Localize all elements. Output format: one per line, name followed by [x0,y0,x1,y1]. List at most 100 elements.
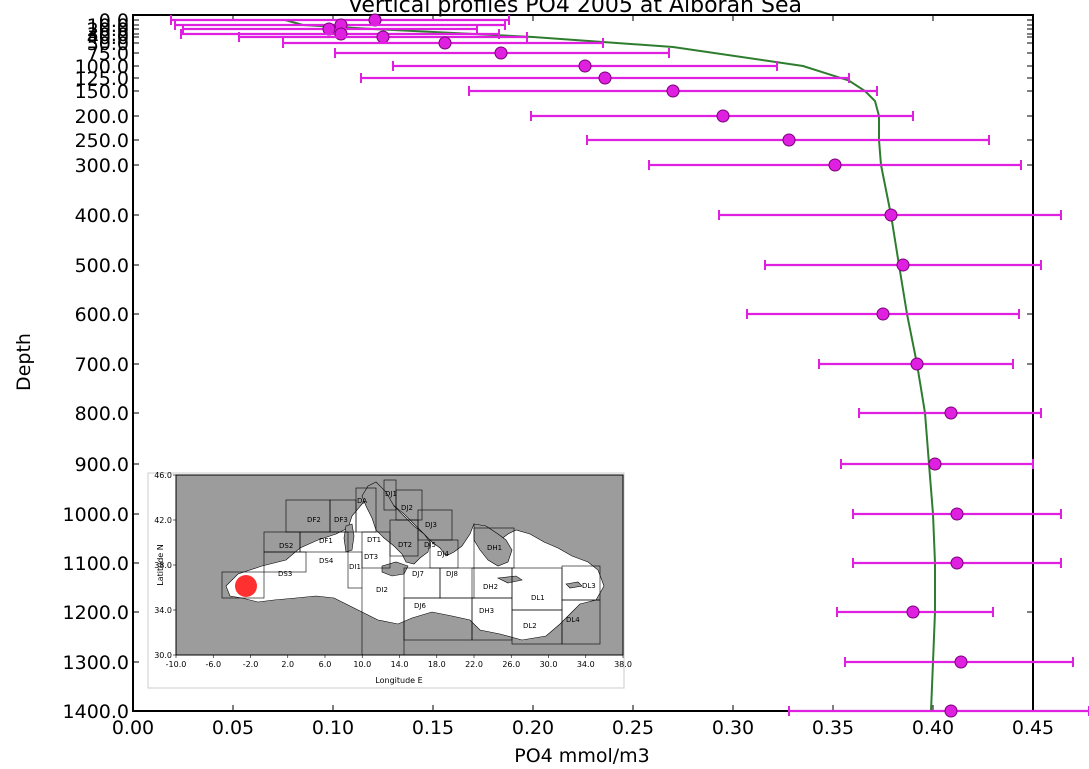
region-grid [221,479,601,655]
errorbar-point [852,556,1062,570]
plot-frame [132,14,1034,712]
inset-x-tick-label: 22.0 [465,660,483,669]
inset-x-tick-label: 18.0 [428,660,446,669]
y-axis-label: Depth [13,333,35,391]
crete-shape [496,575,523,584]
x-axis-ticks: 0.00 0.05 0.10 0.15 0.20 0.25 0.30 0.35 0.40 0.45 [112,15,1054,739]
region-label: DL1 [531,594,545,602]
inset-ticks: -10.0 -6.0 -2.0 2.0 6.0 10.0 14.0 18.0 22.0 26.0 3… [154,471,632,669]
inset-x-tick-label: 30.0 [540,660,558,669]
y-tick-label: 1000.0 [63,504,129,526]
y-tick-label: 150.0 [75,81,129,103]
chart-title: Vertical profiles PO4 2005 at Alboran Se… [348,0,802,18]
data-point [782,133,796,147]
region-label: DT2 [398,541,412,549]
region-label: DJ4 [437,550,449,558]
inset-y-tick-label: 38.0 [154,561,172,570]
y-tick-label: 800.0 [75,403,129,425]
errorbar-point [530,109,914,123]
data-point [438,36,452,50]
x-tick-label: 0.45 [1012,717,1054,739]
data-point [910,357,924,371]
observation-errorbars [170,13,1089,718]
y-tick-label: 50.0 [87,33,129,55]
inset-y-tick-label: 30.0 [154,651,172,660]
y-tick-label: 10.0 [87,15,129,37]
errorbar-point [360,71,850,85]
data-point [928,457,942,471]
inset-xlabel: Longitude E [375,676,422,685]
errorbar-point [282,36,604,50]
inset-y-tick-label: 46.0 [154,471,172,480]
y-tick-label: 0.0 [99,10,129,32]
data-point [954,655,968,669]
errorbar-point [746,307,1020,321]
inset-x-tick-label: 34.0 [577,660,595,669]
errorbar-point [836,605,994,619]
y-tick-label: 40.0 [87,27,129,49]
data-point [906,605,920,619]
inset-y-tick-label: 42.0 [154,516,172,525]
region-label: DJ6 [414,602,426,610]
region-label: DI1 [349,563,361,571]
inset-x-tick-label: 6.0 [319,660,332,669]
region-label: DI2 [376,586,388,594]
italy-shape [361,481,431,565]
y-tick-label: 200.0 [75,106,129,128]
data-point [876,307,890,321]
inset-x-tick-label: 10.0 [353,660,371,669]
region-label: DT3 [364,553,378,561]
location-marker [235,575,257,597]
y-tick-label: 125.0 [75,68,129,90]
errorbar-point [718,208,1062,222]
y-tick-label: 1200.0 [63,602,129,624]
y-tick-label: 100.0 [75,56,129,78]
data-point [950,507,964,521]
data-point [494,46,508,60]
data-point [944,704,958,718]
region-label: DH3 [479,607,494,615]
errorbar-point [788,704,1089,718]
region-label: DF2 [307,516,321,524]
region-label: DT1 [367,536,381,544]
data-point [334,27,348,41]
data-point [944,406,958,420]
errorbar-point [334,46,670,60]
y-tick-label: 700.0 [75,354,129,376]
errorbar-point [392,59,778,73]
y-tick-label: 1400.0 [63,701,129,723]
y-tick-label: 300.0 [75,155,129,177]
y-tick-label: 900.0 [75,454,129,476]
y-tick-label: 500.0 [75,255,129,277]
data-point [716,109,730,123]
region-label: DJ1 [385,490,397,498]
region-label: DS3 [278,570,292,578]
region-label: DS4 [319,557,334,565]
data-point [896,258,910,272]
inset-map: DF2 DF3 DF1 DS2 DS4 DS3 DI1 DT1 DT3 DT2 … [147,471,632,689]
data-point [598,71,612,85]
y-tick-label: 250.0 [75,130,129,152]
inset-ylabel: Latitude N [156,544,165,585]
region-label: DS2 [279,542,293,550]
region-label: DL3 [582,582,596,590]
region-label: DH1 [487,544,502,552]
region-label: DJ3 [425,521,437,529]
x-tick-label: 0.20 [512,717,554,739]
errorbar-point [586,133,990,147]
inset-x-tick-label: 26.0 [502,660,520,669]
region-label: DL2 [523,622,537,630]
region-label: DA [357,497,367,505]
data-point [666,84,680,98]
y-tick-label: 75.0 [87,43,129,65]
region-label: DF3 [334,516,348,524]
errorbar-point [844,655,1074,669]
data-point [884,208,898,222]
y-tick-label: 400.0 [75,205,129,227]
inset-x-tick-label: 14.0 [391,660,409,669]
errorbar-point [818,357,1014,371]
errorbar-point [764,258,1042,272]
cyprus-shape [565,581,583,589]
inset-x-tick-label: 38.0 [614,660,632,669]
